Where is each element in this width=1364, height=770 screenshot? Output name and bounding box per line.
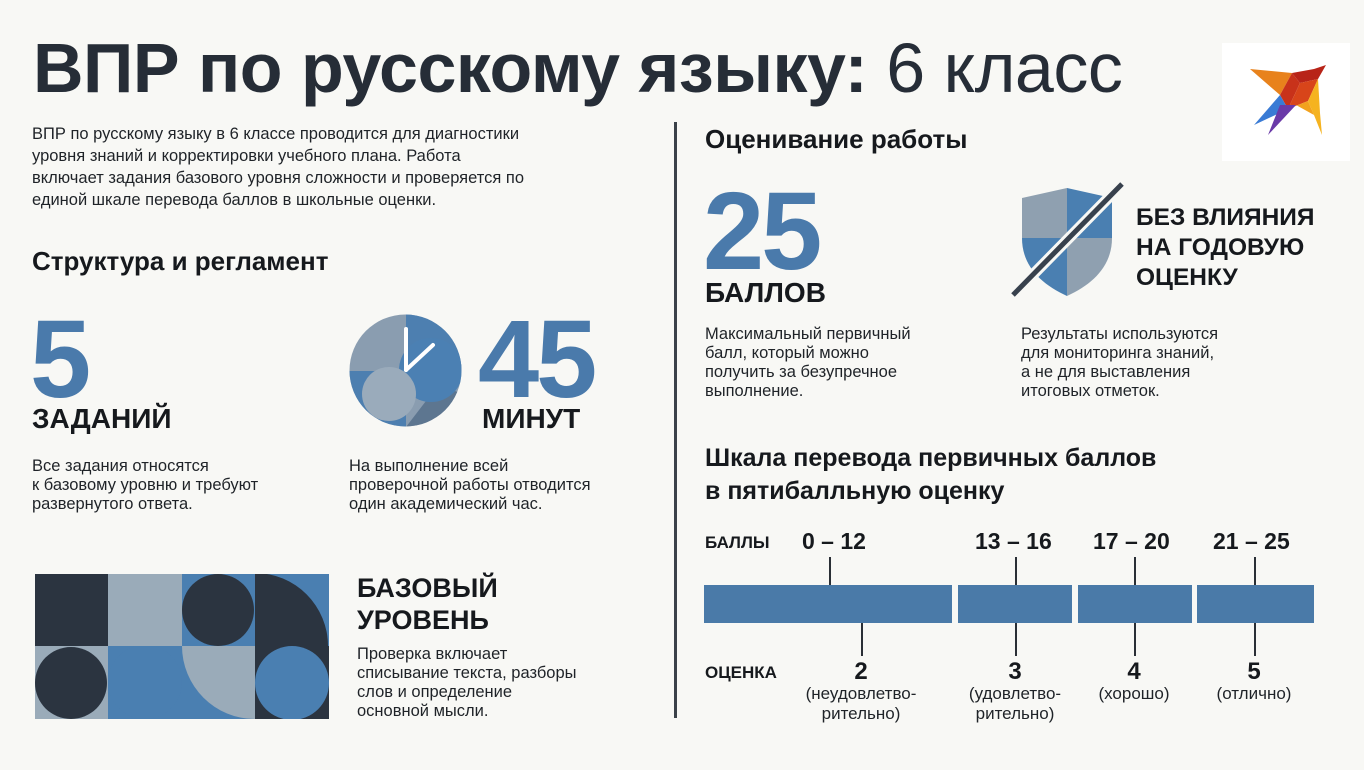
range-17-20: 17 – 20: [1093, 528, 1170, 554]
tick: [1134, 623, 1136, 656]
desc-line: проверочной работы отводится: [349, 476, 591, 494]
grade-value: 5: [1247, 658, 1261, 685]
desc-line: балл, который можно: [705, 344, 869, 362]
grade-value: 4: [1127, 658, 1141, 685]
desc-line: получить за безупречное: [705, 363, 898, 381]
desc-line: списывание текста, разборы: [357, 664, 577, 682]
page-title: ВПР по русскому языку: 6 класс: [33, 26, 1123, 110]
grade-desc-line: рительно): [821, 704, 901, 723]
tick: [829, 557, 831, 585]
shield-crossed-icon: [1005, 180, 1130, 300]
range-0-12: 0 – 12: [802, 528, 866, 554]
scale-segment-grade-3: [958, 585, 1072, 623]
desc-line: один академический час.: [349, 495, 543, 513]
range-21-25: 21 – 25: [1213, 528, 1290, 554]
scale-segment-grade-5: [1197, 585, 1314, 623]
column-divider: [674, 122, 677, 718]
structure-heading: Структура и регламент: [32, 246, 329, 276]
scale-heading-line: в пятибалльную оценку: [705, 477, 1005, 505]
level-title: БАЗОВЫЙ УРОВЕНЬ: [357, 572, 498, 636]
grade-5: 5 (отлично): [1204, 660, 1304, 704]
desc-line: слов и определение: [357, 683, 513, 701]
level-title-line: УРОВЕНЬ: [357, 605, 489, 635]
influence-description: Результаты используются для мониторинга …: [1021, 325, 1218, 401]
level-description: Проверка включает списывание текста, раз…: [357, 645, 577, 721]
desc-line: для мониторинга знаний,: [1021, 344, 1215, 362]
time-number: 45: [478, 298, 597, 421]
desc-line: к базовому уровню и требуют: [32, 476, 259, 494]
clock-icon: [349, 314, 462, 427]
grade-2: 2 (неудовлетво- рительно): [791, 660, 931, 724]
grade-desc-line: рительно): [975, 704, 1055, 723]
desc-line: развернутого ответа.: [32, 495, 193, 513]
swallow-bird-logo-icon: [1250, 65, 1326, 135]
scale-segment-grade-4: [1078, 585, 1192, 623]
points-row-label: БАЛЛЫ: [705, 533, 770, 552]
intro-text: ВПР по русскому языку в 6 классе проводи…: [32, 123, 652, 211]
tasks-description: Все задания относятся к базовому уровню …: [32, 457, 258, 514]
grade-value: 2: [854, 658, 868, 685]
intro-line: включает задания базового уровня сложнос…: [32, 169, 524, 187]
tasks-label: ЗАДАНИЙ: [32, 403, 172, 434]
desc-line: Проверка включает: [357, 645, 508, 663]
influence-title: БЕЗ ВЛИЯНИЯ НА ГОДОВУЮ ОЦЕНКУ: [1136, 203, 1315, 293]
level-title-line: БАЗОВЫЙ: [357, 573, 498, 603]
desc-line: Все задания относятся: [32, 457, 209, 475]
geometric-pattern-illustration: [35, 574, 329, 719]
desc-line: а не для выставления: [1021, 363, 1191, 381]
grade-value: 3: [1008, 658, 1022, 685]
evaluation-heading: Оценивание работы: [705, 124, 968, 154]
influence-title-line: ОЦЕНКУ: [1136, 264, 1238, 291]
tick: [1254, 623, 1256, 656]
intro-line: единой шкале перевода баллов в школьные …: [32, 191, 437, 209]
tick: [1134, 557, 1136, 585]
points-number: 25: [703, 170, 822, 293]
time-description: На выполнение всей проверочной работы от…: [349, 457, 591, 514]
grade-desc-line: (удовлетво-: [968, 684, 1062, 703]
tick: [1015, 623, 1017, 656]
tick: [861, 623, 863, 656]
scale-heading: Шкала перевода первичных баллов в пятиба…: [705, 442, 1156, 508]
grade-desc-line: (отлично): [1216, 684, 1292, 703]
time-label: МИНУТ: [482, 403, 581, 434]
tick: [1254, 557, 1256, 585]
scale-heading-line: Шкала перевода первичных баллов: [705, 444, 1157, 472]
points-description: Максимальный первичный балл, который мож…: [705, 325, 911, 401]
range-13-16: 13 – 16: [975, 528, 1052, 554]
logo: [1222, 43, 1350, 161]
title-bold: ВПР по русскому языку:: [33, 29, 868, 107]
desc-line: Максимальный первичный: [705, 325, 911, 343]
desc-line: итоговых отметок.: [1021, 382, 1160, 400]
grade-3: 3 (удовлетво- рительно): [950, 660, 1080, 724]
intro-line: ВПР по русскому языку в 6 классе проводи…: [32, 125, 520, 143]
grade-desc-line: (неудовлетво-: [805, 684, 917, 703]
grade-desc-line: (хорошо): [1098, 684, 1170, 703]
tick: [1015, 557, 1017, 585]
grade-row-label: ОЦЕНКА: [705, 663, 777, 682]
intro-line: уровня знаний и корректировки учебного п…: [32, 147, 461, 165]
title-grade: 6 класс: [886, 29, 1123, 107]
tasks-number: 5: [30, 298, 91, 421]
influence-title-line: БЕЗ ВЛИЯНИЯ: [1136, 204, 1315, 231]
scale-segment-grade-2: [704, 585, 952, 623]
points-label: БАЛЛОВ: [705, 277, 826, 308]
desc-line: выполнение.: [705, 382, 804, 400]
desc-line: На выполнение всей: [349, 457, 509, 475]
desc-line: основной мысли.: [357, 702, 489, 720]
grade-4: 4 (хорошо): [1084, 660, 1184, 704]
desc-line: Результаты используются: [1021, 325, 1219, 343]
influence-title-line: НА ГОДОВУЮ: [1136, 234, 1305, 261]
